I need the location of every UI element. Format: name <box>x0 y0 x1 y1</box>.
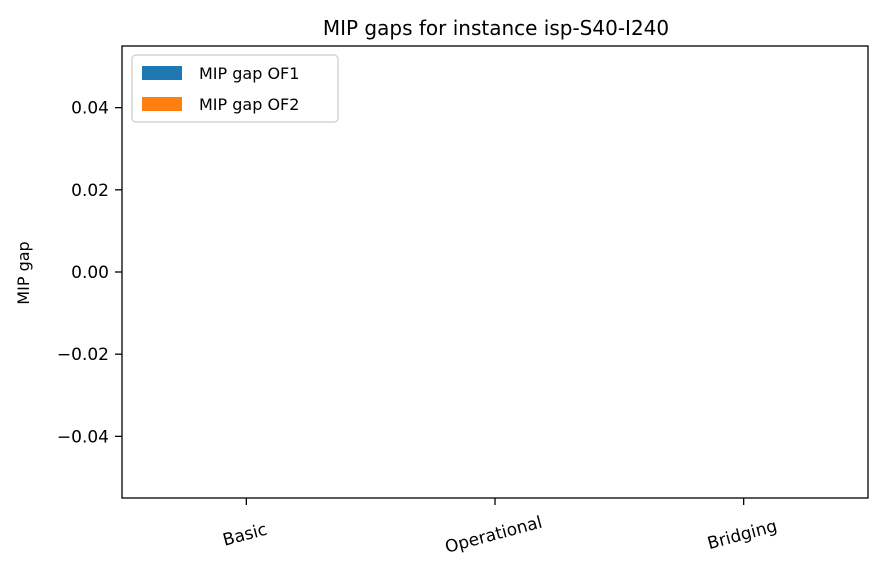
legend-swatch-of2 <box>142 97 182 111</box>
y-tick-label: −0.04 <box>57 427 109 447</box>
legend-swatch-of1 <box>142 66 182 80</box>
legend-label-of1: MIP gap OF1 <box>199 64 299 83</box>
legend-frame <box>131 54 339 123</box>
y-tick-label: −0.02 <box>57 345 109 365</box>
chart-title: MIP gaps for instance isp-S40-I240 <box>323 16 669 40</box>
legend: MIP gap OF1 MIP gap OF2 <box>131 54 339 123</box>
y-tick-label: 0.04 <box>71 99 109 119</box>
y-axis-label: MIP gap <box>14 241 33 304</box>
legend-label-of2: MIP gap OF2 <box>199 95 299 114</box>
y-tick-label: 0.00 <box>71 263 109 283</box>
y-tick-label: 0.02 <box>71 181 109 201</box>
y-axis-ticks: −0.04 −0.02 0.00 0.02 0.04 <box>57 99 122 447</box>
